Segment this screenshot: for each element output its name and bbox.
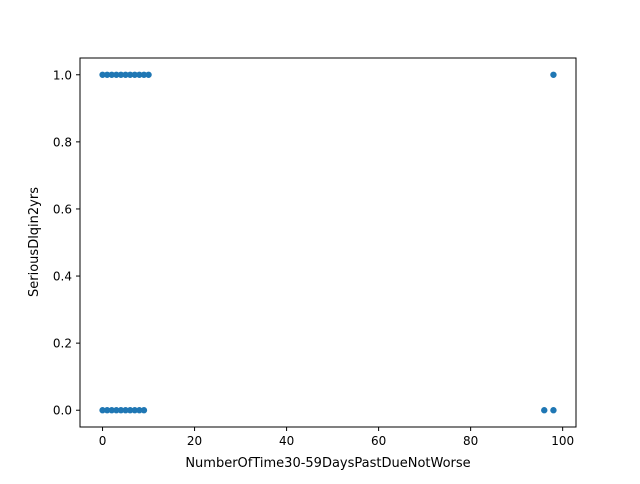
- y-tick-label: 0.4: [53, 270, 72, 284]
- data-point: [117, 71, 125, 78]
- x-tick-label: 0: [99, 434, 107, 448]
- data-point: [108, 407, 115, 414]
- data-point: [550, 71, 557, 78]
- y-axis-ticks: 0.0 0.2 0.4 0.6 0.8 1.0: [53, 68, 80, 418]
- data-point: [103, 407, 111, 414]
- data-point: [108, 71, 115, 78]
- data-point: [99, 71, 106, 78]
- data-point: [550, 407, 557, 414]
- x-tick-label: 80: [463, 434, 478, 448]
- y-tick-label: 0.2: [53, 337, 72, 351]
- data-point: [541, 407, 548, 414]
- data-point: [117, 407, 125, 414]
- y-tick-label: 0.8: [53, 135, 72, 149]
- data-points: [99, 71, 557, 414]
- y-tick-label: 0.6: [53, 202, 72, 216]
- data-point: [113, 71, 120, 78]
- y-axis-label: SeriousDlqin2yrs: [27, 187, 42, 297]
- data-point: [122, 71, 129, 78]
- data-point: [126, 71, 134, 78]
- data-point: [136, 407, 143, 414]
- data-point: [122, 407, 129, 414]
- data-point: [140, 71, 148, 78]
- data-point: [136, 71, 143, 78]
- data-point: [103, 71, 111, 78]
- x-axis-ticks: 0 20 40 60 80 100: [99, 427, 574, 448]
- data-point: [145, 71, 152, 78]
- x-tick-label: 20: [187, 434, 202, 448]
- data-point: [131, 71, 138, 78]
- data-point: [140, 407, 148, 414]
- data-point: [131, 407, 138, 414]
- y-tick-label: 1.0: [53, 68, 72, 82]
- data-point: [113, 407, 120, 414]
- x-axis-label: NumberOfTime30-59DaysPastDueNotWorse: [185, 456, 470, 471]
- x-tick-label: 40: [279, 434, 294, 448]
- data-point: [126, 407, 134, 414]
- plot-frame: [79, 57, 577, 428]
- x-tick-label: 100: [551, 434, 574, 448]
- y-tick-label: 0.0: [53, 404, 72, 418]
- x-tick-label: 60: [371, 434, 386, 448]
- data-point: [99, 407, 106, 414]
